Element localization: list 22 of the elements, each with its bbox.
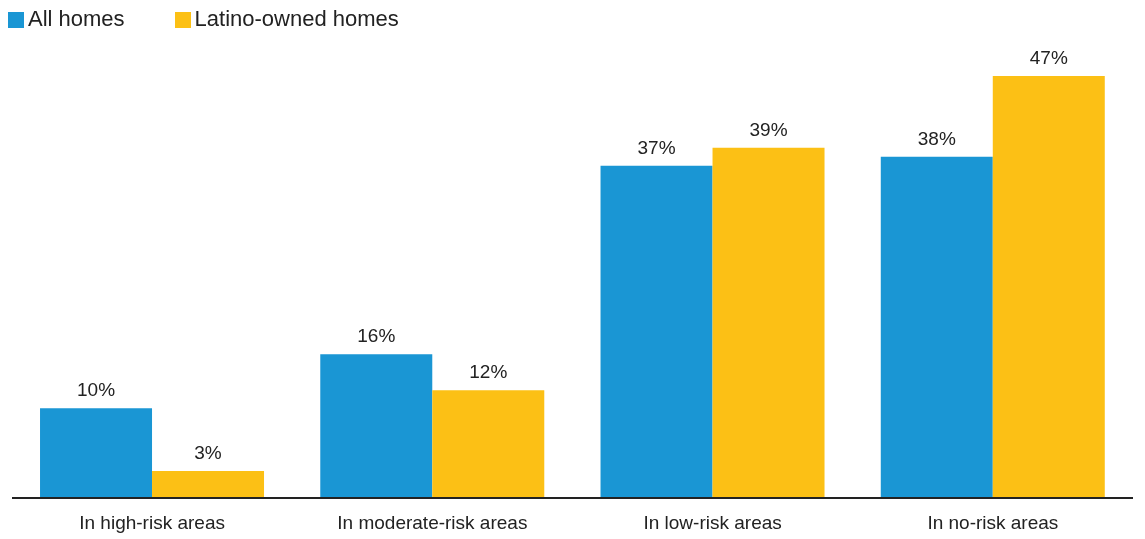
- data-label: 3%: [194, 442, 222, 464]
- data-label: 10%: [77, 379, 116, 401]
- data-label: 37%: [637, 136, 676, 158]
- bar: [432, 390, 545, 498]
- legend-label: All homes: [28, 6, 125, 31]
- bar: [152, 471, 265, 498]
- bar: [320, 354, 433, 498]
- data-label: 12%: [469, 361, 508, 383]
- x-tick-label: In low-risk areas: [643, 512, 782, 534]
- x-tick-label: In no-risk areas: [927, 512, 1059, 534]
- bar: [712, 147, 825, 498]
- bar: [880, 156, 993, 498]
- legend-label: Latino-owned homes: [194, 6, 399, 31]
- x-tick-label: In moderate-risk areas: [337, 512, 528, 534]
- x-tick-label: In high-risk areas: [79, 512, 225, 534]
- bar: [40, 408, 153, 498]
- bar: [992, 76, 1105, 498]
- data-label: 39%: [749, 118, 788, 140]
- data-label: 47%: [1029, 47, 1068, 68]
- data-label: 16%: [357, 325, 396, 347]
- bar: [600, 165, 713, 498]
- data-label: 38%: [917, 127, 956, 149]
